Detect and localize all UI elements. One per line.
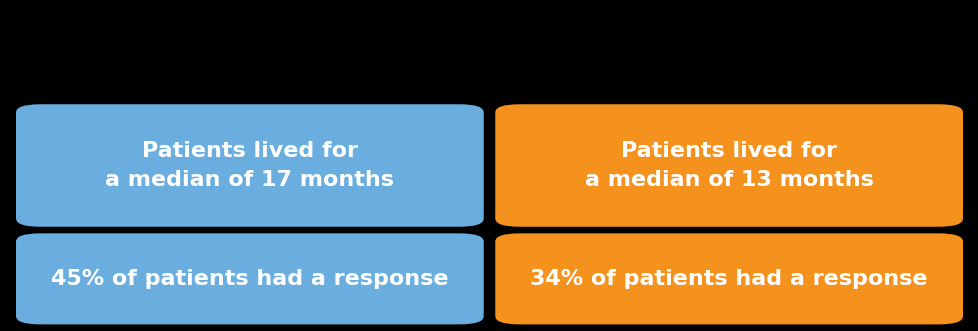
FancyBboxPatch shape [16, 233, 483, 324]
Text: 45% of patients had a response: 45% of patients had a response [51, 269, 448, 289]
FancyBboxPatch shape [495, 233, 962, 324]
Text: Patients lived for
a median of 17 months: Patients lived for a median of 17 months [106, 141, 394, 190]
FancyBboxPatch shape [495, 104, 962, 227]
FancyBboxPatch shape [16, 104, 483, 227]
Text: 34% of patients had a response: 34% of patients had a response [530, 269, 927, 289]
Text: Patients lived for
a median of 13 months: Patients lived for a median of 13 months [584, 141, 872, 190]
